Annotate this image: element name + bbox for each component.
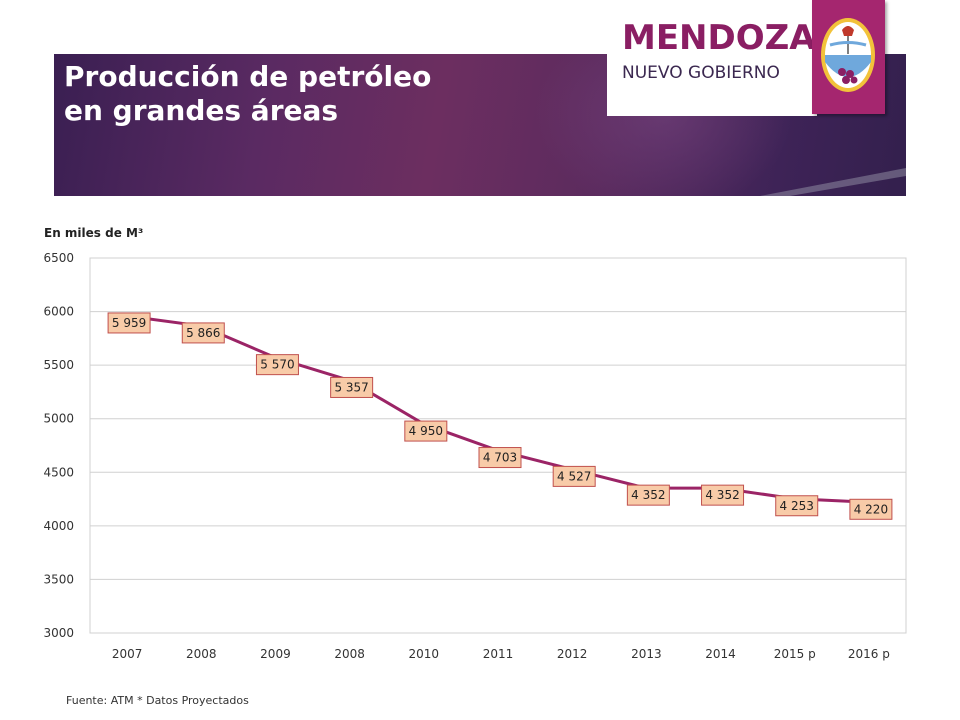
data-label: 4 703 (483, 451, 517, 465)
data-label: 5 570 (260, 358, 294, 372)
data-label: 4 352 (705, 488, 739, 502)
data-label: 4 527 (557, 469, 591, 483)
y-tick-label: 4500 (43, 465, 74, 479)
x-tick-label: 2012 (557, 647, 588, 661)
x-tick-label: 2014 (705, 647, 736, 661)
data-label: 4 220 (854, 502, 888, 516)
plot-area (89, 257, 907, 634)
y-tick-label: 5000 (43, 412, 74, 426)
data-label: 5 959 (112, 316, 146, 330)
shield-panel (812, 0, 885, 114)
data-label-box (404, 420, 448, 442)
data-label-box (775, 495, 819, 517)
data-label: 4 352 (631, 488, 665, 502)
y-tick-label: 5500 (43, 358, 74, 372)
x-tick-label: 2008 (334, 647, 365, 661)
x-tick-label: 2010 (409, 647, 440, 661)
government-logo: MENDOZA NUEVO GOBIERNO (607, 0, 887, 116)
coat-of-arms-icon (821, 18, 875, 92)
data-label-box (107, 312, 151, 334)
oil-production-line-chart: 3000 3500 4000 4500 5000 5500 6000 6500 2007 2008… (43, 251, 907, 661)
logo-sub-text: NUEVO GOBIERNO (622, 63, 780, 83)
data-label-box (181, 322, 225, 344)
title-line-2: en grandes áreas (64, 94, 339, 127)
x-tick-label: 2016 p (848, 647, 890, 661)
page-title: Producción de petróleo en grandes áreas (64, 60, 431, 128)
y-tick-label: 4000 (43, 519, 74, 533)
x-tick-label: 2013 (631, 647, 662, 661)
data-label-box (701, 484, 745, 506)
title-line-1: Producción de petróleo (64, 60, 432, 93)
y-tick-label: 6000 (43, 305, 74, 319)
data-label-box (849, 498, 893, 520)
x-tick-label: 2007 (112, 647, 143, 661)
x-tick-label: 2015 p (774, 647, 816, 661)
y-tick-label: 3000 (43, 626, 74, 640)
y-tick-label: 6500 (43, 251, 74, 265)
data-label-box (626, 484, 670, 506)
x-tick-label: 2009 (260, 647, 291, 661)
x-tick-label: 2011 (483, 647, 514, 661)
source-note: Fuente: ATM * Datos Proyectados (66, 694, 249, 707)
data-label-box (478, 447, 522, 469)
data-label: 5 357 (334, 380, 368, 394)
data-label-box (330, 376, 374, 398)
data-label-box (255, 354, 299, 376)
banner-corner-stripe (760, 168, 906, 196)
y-axis-unit-label: En miles de M³ (44, 226, 144, 240)
data-label: 4 950 (409, 424, 443, 438)
data-label-box (552, 465, 596, 487)
series-line (126, 314, 869, 504)
logo-background (607, 0, 817, 116)
x-tick-label: 2008 (186, 647, 217, 661)
logo-main-text: MENDOZA (622, 18, 816, 58)
data-label: 5 866 (186, 326, 220, 340)
data-label: 4 253 (780, 499, 814, 513)
y-tick-label: 3500 (43, 572, 74, 586)
